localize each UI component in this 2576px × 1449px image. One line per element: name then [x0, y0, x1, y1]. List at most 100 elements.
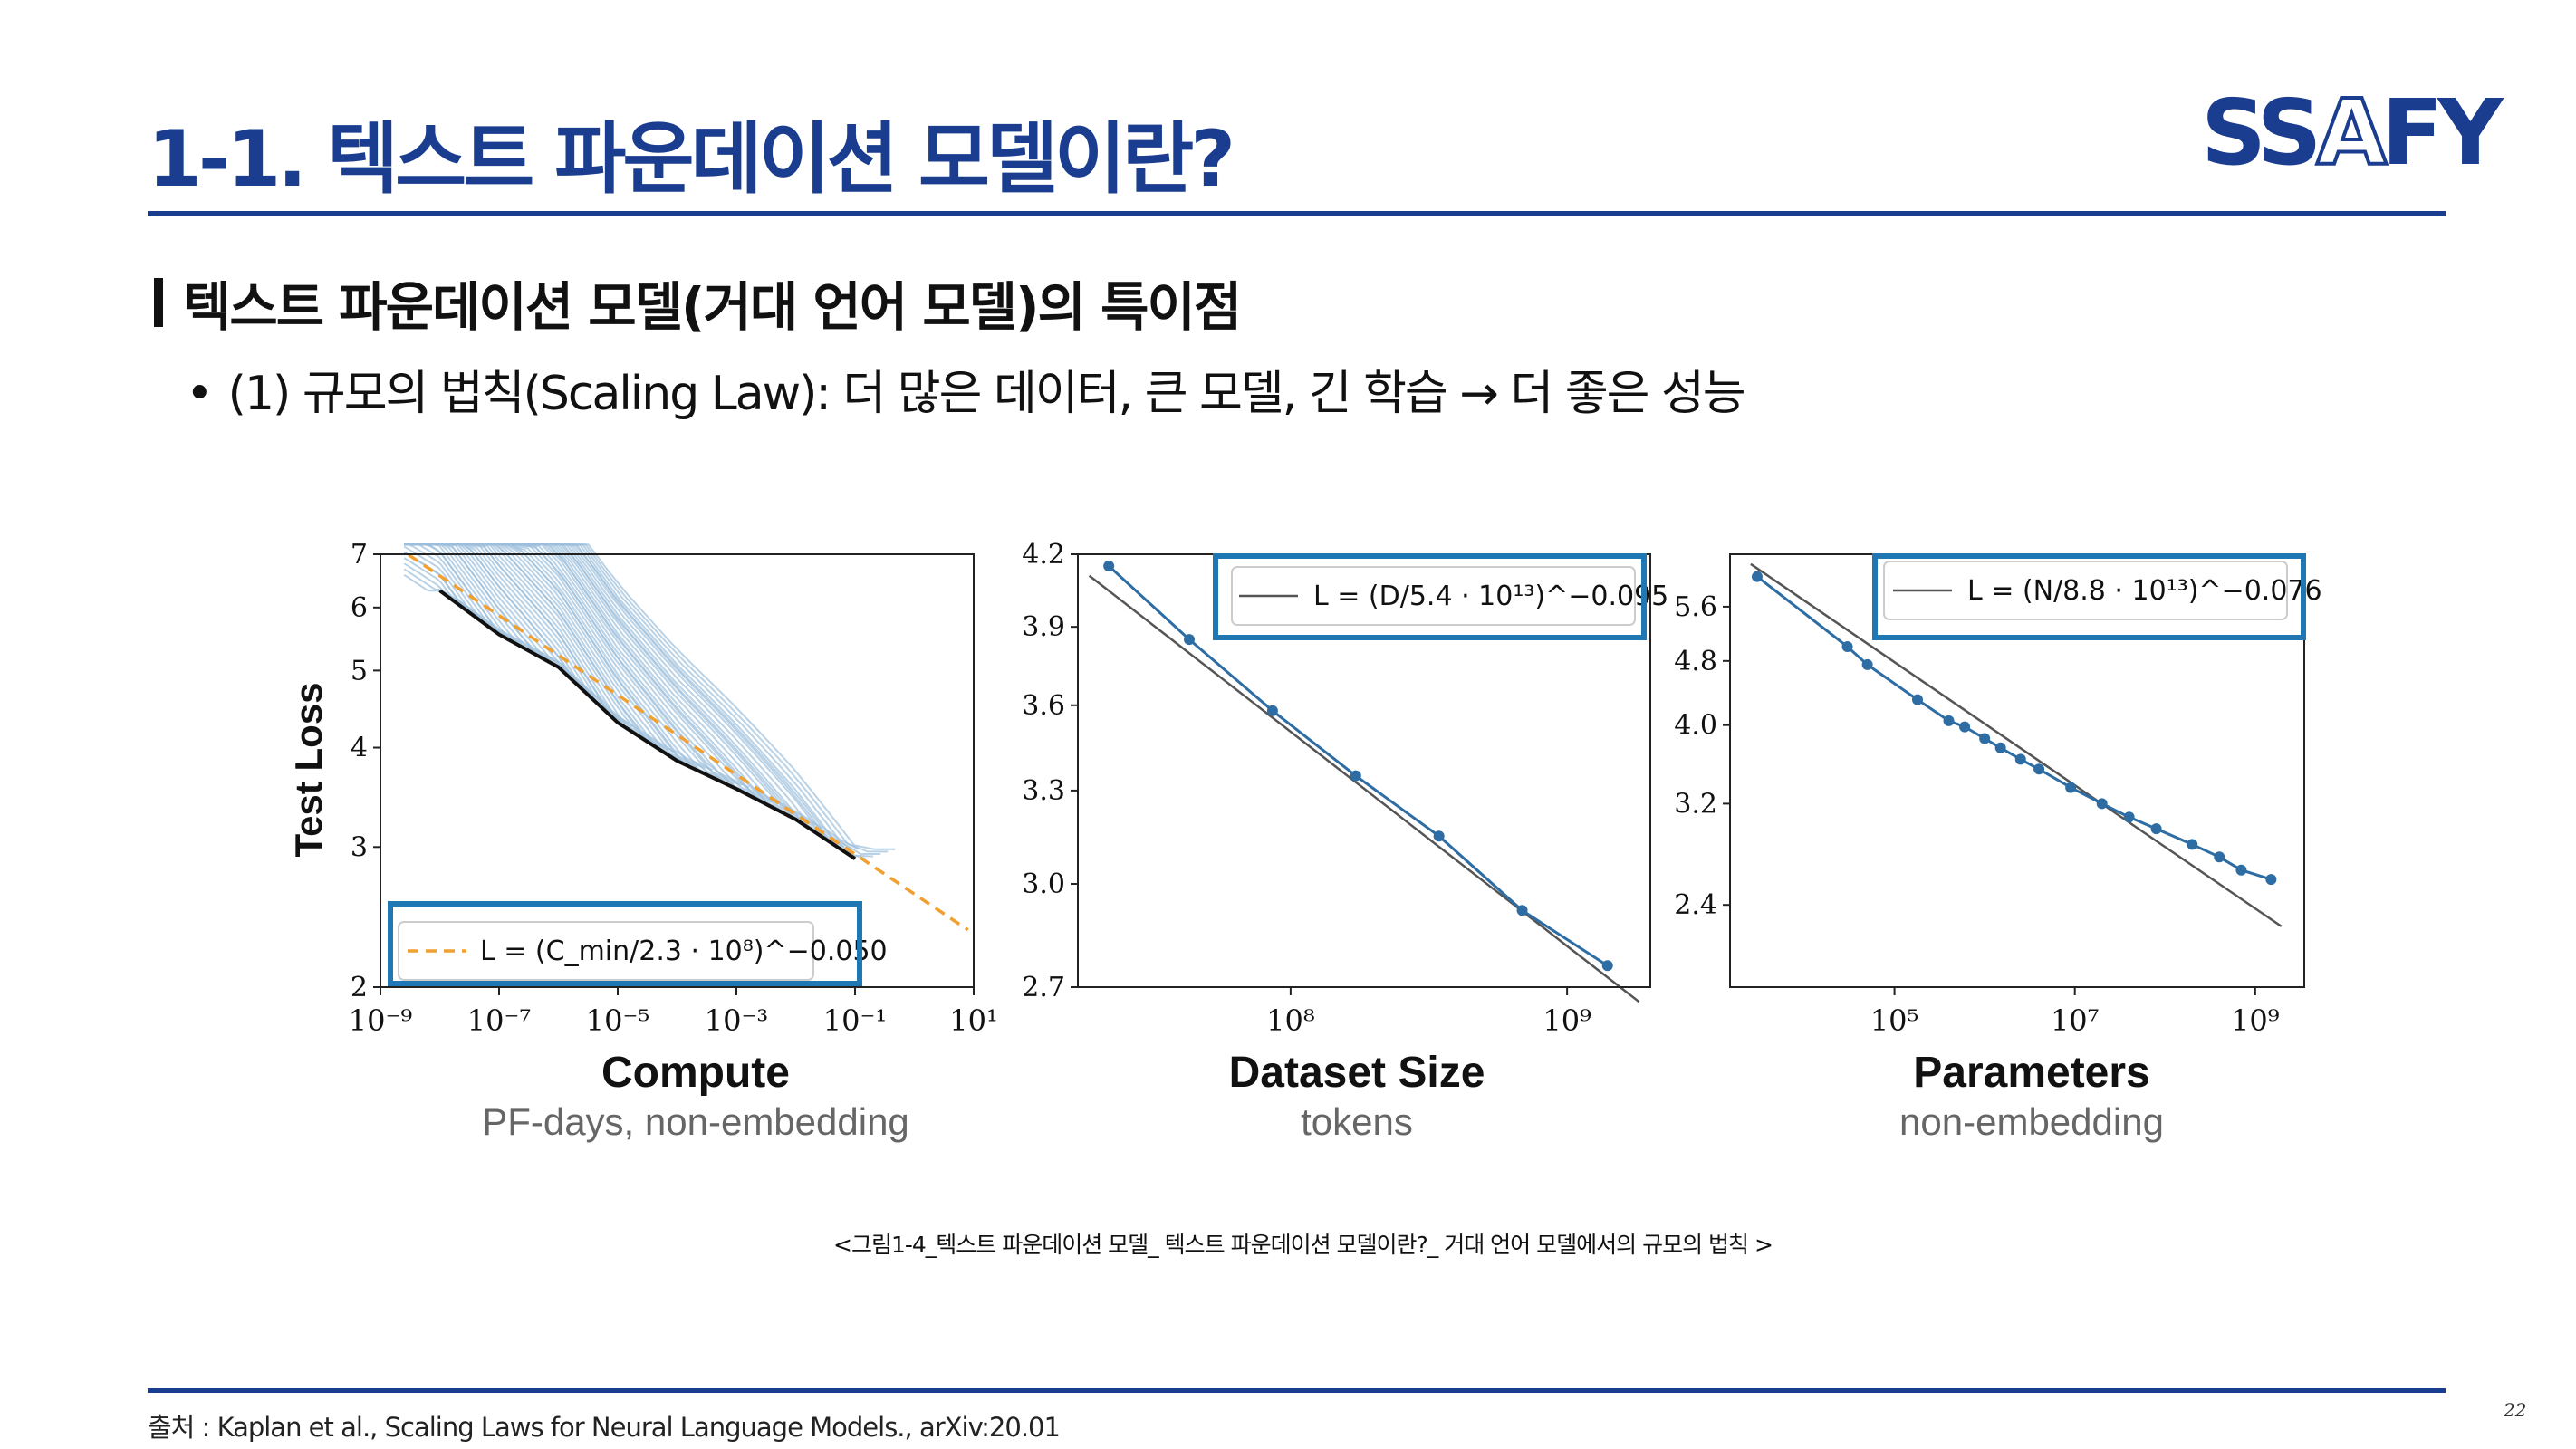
learning-curve: [404, 543, 896, 850]
parameters-legend-highlight: [1872, 553, 2306, 640]
bullet-text: (1) 규모의 법칙(Scaling Law): 더 많은 데이터, 큰 모델,…: [227, 367, 1746, 421]
dataset-x-ticks: 10⁸ 10⁹: [1266, 987, 1591, 1038]
data-point: [1350, 770, 1361, 782]
y-tick-label: 3.6: [1022, 690, 1065, 722]
data-point: [1103, 560, 1115, 571]
bullet-marker: •: [186, 367, 214, 421]
y-tick-label: 4.2: [1022, 539, 1065, 571]
dataset-x-axis-label: Dataset Size: [1229, 1049, 1485, 1097]
x-tick-label: 10⁻¹: [823, 1003, 887, 1038]
section-heading: 텍스트 파운데이션 모델(거대 언어 모델)의 특이점: [154, 264, 1242, 341]
x-tick-label: 10⁻⁵: [586, 1003, 649, 1038]
footer-divider: [148, 1388, 2446, 1393]
learning-curve: [403, 562, 479, 618]
dataset-x-axis-sublabel: tokens: [1301, 1100, 1413, 1143]
ssafy-logo: SSAFY: [2201, 78, 2504, 187]
data-point: [2187, 839, 2198, 850]
y-tick-label: 5: [351, 655, 368, 686]
learning-curve: [404, 543, 743, 787]
learning-curve: [403, 557, 486, 622]
compute-plot-frame: [380, 553, 975, 988]
y-tick-label: 3: [351, 831, 368, 863]
data-point: [1751, 571, 1763, 582]
data-point: [1266, 705, 1278, 716]
data-point: [2150, 823, 2162, 835]
data-point: [1979, 733, 1991, 744]
slide-title: 1-1. 텍스트 파운데이션 모델이란?: [148, 114, 1235, 205]
data-point: [2096, 798, 2108, 810]
x-tick-label: 10⁻³: [705, 1003, 768, 1038]
x-tick-label: 10⁵: [1870, 1003, 1919, 1038]
y-tick-label: 4.0: [1674, 710, 1717, 742]
section-heading-text: 텍스트 파운데이션 모델(거대 언어 모델)의 특이점: [183, 276, 1242, 338]
y-tick-label: 3.9: [1022, 611, 1065, 643]
y-tick-label: 3.3: [1022, 775, 1065, 807]
x-tick-label: 10⁻⁷: [467, 1003, 531, 1038]
x-tick-label: 10⁸: [1266, 1003, 1315, 1038]
data-point: [1994, 742, 2006, 753]
parameters-points: [1751, 571, 2277, 886]
y-tick-label: 3.2: [1674, 788, 1717, 820]
data-point: [1516, 905, 1528, 916]
parameters-legend-box: [1883, 561, 2288, 620]
x-tick-label: 10⁹: [2231, 1003, 2280, 1038]
compute-y-axis-label: Test Loss: [287, 683, 330, 858]
data-point: [2014, 753, 2026, 765]
data-point: [1601, 960, 1613, 972]
data-point: [2235, 864, 2247, 876]
data-point: [1959, 721, 1971, 733]
source-citation: 출처 : Kaplan et al., Scaling Laws for Neu…: [148, 1412, 1061, 1443]
data-point: [2214, 851, 2225, 863]
figure-caption: <그림1-4_텍스트 파운데이션 모델_ 텍스트 파운데이션 모델이란?_ 거대…: [833, 1232, 1773, 1258]
y-tick-label: 5.6: [1674, 591, 1717, 623]
parameters-legend-label: L = (N/8.8 · 10¹³)^−0.076: [1967, 575, 2322, 607]
learning-curves: [403, 543, 896, 860]
x-tick-label: 10⁷: [2051, 1003, 2100, 1038]
y-tick-label: 6: [351, 592, 368, 624]
compute-chart: 2 3 4 5 6 7 10⁻⁹ 10⁻⁷ 10⁻⁵ 10⁻³ 10⁻¹ 10¹ Test Loss…: [287, 539, 998, 1143]
x-tick-label: 10¹: [949, 1003, 998, 1038]
y-tick-label: 2.7: [1022, 972, 1065, 1003]
y-tick-label: 2.4: [1674, 889, 1717, 921]
title-divider: [148, 211, 2446, 216]
compute-x-axis-sublabel: PF-days, non-embedding: [482, 1100, 909, 1143]
dataset-y-ticks: 2.7 3.0 3.3 3.6 3.9 4.2: [1022, 539, 1078, 1003]
heading-bar: [154, 278, 163, 327]
data-point: [1943, 715, 1955, 726]
dataset-points: [1103, 560, 1613, 972]
compute-frontier-line: [438, 589, 857, 860]
parameters-y-ticks: 2.4 3.2 4.0 4.8 5.6: [1674, 591, 1730, 921]
data-point: [2123, 811, 2135, 823]
data-point: [1184, 634, 1196, 646]
data-point: [1433, 830, 1445, 842]
compute-x-axis-label: Compute: [601, 1049, 790, 1097]
page-number: 22: [2504, 1399, 2527, 1421]
parameters-x-axis-sublabel: non-embedding: [1899, 1100, 2164, 1143]
learning-curve: [404, 543, 662, 748]
x-tick-label: 10⁻⁹: [349, 1003, 413, 1038]
compute-legend-label: L = (C_min/2.3 · 10⁸)^−0.050: [480, 936, 888, 967]
parameters-fit-line: [1750, 562, 2283, 927]
data-point: [2065, 782, 2077, 793]
data-point: [1861, 658, 1873, 670]
data-point: [1912, 694, 1924, 705]
dataset-size-chart: 2.7 3.0 3.3 3.6 3.9 4.2 10⁸ 10⁹ L = (D/5.4 · 1…: [1022, 539, 1668, 1143]
data-point: [2265, 874, 2277, 886]
compute-legend-highlight: [388, 901, 862, 986]
y-tick-label: 4.8: [1674, 646, 1717, 677]
y-tick-label: 4: [351, 733, 368, 764]
data-point: [2033, 763, 2045, 775]
parameters-x-axis-label: Parameters: [1913, 1049, 2150, 1097]
dataset-series-line: [1108, 564, 1609, 967]
parameters-x-ticks: 10⁵ 10⁷ 10⁹: [1870, 987, 2280, 1038]
dataset-legend-highlight: [1213, 553, 1647, 640]
bullet-point: • (1) 규모의 법칙(Scaling Law): 더 많은 데이터, 큰 모델…: [186, 355, 1746, 423]
learning-curve: [404, 543, 523, 645]
y-tick-label: 2: [351, 972, 368, 1003]
dataset-legend-label: L = (D/5.4 · 10¹³)^−0.095: [1313, 581, 1668, 612]
dataset-fit-line: [1088, 574, 1640, 1003]
y-tick-label: 7: [351, 539, 368, 571]
x-tick-label: 10⁹: [1543, 1003, 1591, 1038]
y-tick-label: 3.0: [1022, 868, 1065, 900]
